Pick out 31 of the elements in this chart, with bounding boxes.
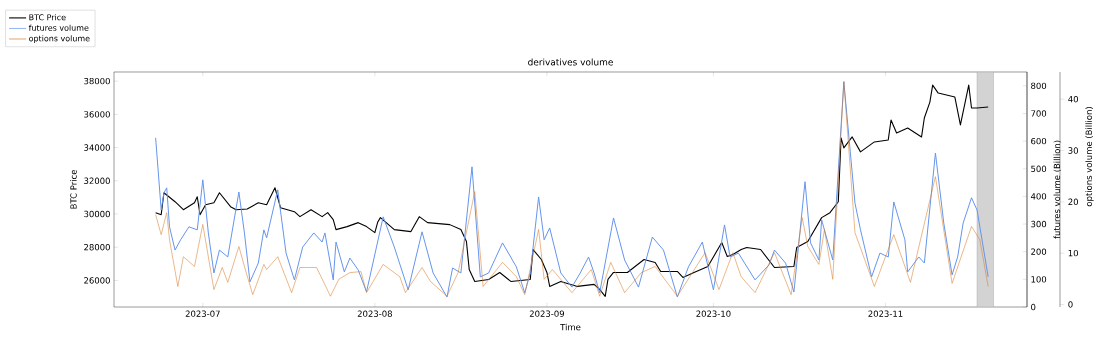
y2-tick-label: 300: [1031, 220, 1047, 228]
x-tick-label: 2023-10: [696, 310, 731, 317]
x-tick-label: 2023-11: [868, 310, 903, 317]
y3-tick-label: 20: [1068, 198, 1078, 206]
y2-tick-label: 0: [1031, 303, 1036, 311]
y3-tick-label: 0: [1068, 301, 1073, 308]
y3-tick-label: 30: [1068, 147, 1078, 154]
y2-tick-label: 400: [1030, 193, 1047, 200]
y2-tick-label: 100: [1031, 276, 1047, 283]
y2-tick-label: 500: [1031, 165, 1047, 172]
y2-tick-label: 700: [1031, 110, 1047, 117]
y2-tick-label: 600: [1031, 137, 1047, 145]
y-tick-label: 34000: [84, 144, 110, 151]
y3-axis-title: options volume (Billion): [1085, 107, 1094, 207]
y3-tick-label: 40: [1068, 95, 1078, 103]
chart-title: derivatives volume: [528, 58, 613, 66]
y2-axis-title: futures volume (Billion): [1053, 140, 1062, 239]
y-axis-title: BTC Price: [70, 170, 77, 209]
y3-tick-label: 10: [1068, 249, 1078, 257]
x-axis-title: Time: [560, 323, 581, 331]
y2-tick-label: 200: [1031, 248, 1047, 255]
y-tick-label: 32000: [84, 177, 110, 184]
y-tick-label: 30000: [84, 210, 110, 218]
y2-tick-label: 800: [1031, 82, 1047, 90]
y-tick-label: 38000: [84, 77, 110, 85]
y-tick-label: 28000: [84, 244, 110, 251]
x-tick-label: 2023-07: [185, 310, 220, 317]
y-tick-label: 36000: [84, 111, 110, 118]
y-tick-label: 26000: [84, 277, 110, 284]
x-tick-label: 2023-09: [529, 310, 565, 317]
x-tick-label: 2023-08: [357, 310, 392, 317]
